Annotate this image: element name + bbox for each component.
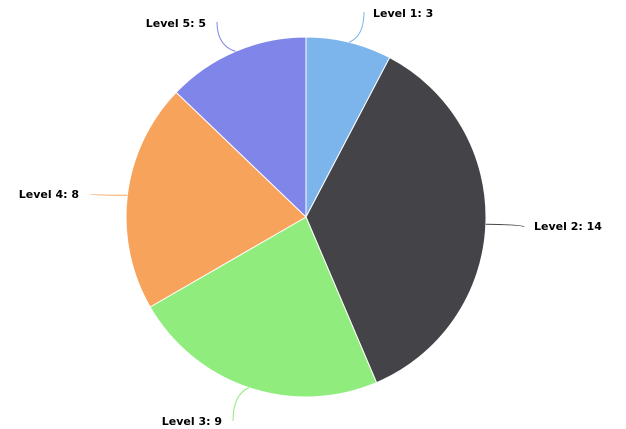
connector-level-4 — [89, 193, 128, 196]
label-connectors — [89, 11, 525, 422]
connector-level-2 — [485, 223, 525, 228]
data-label-level-5: Level 5: 5 — [146, 17, 206, 30]
connector-level-5 — [216, 21, 236, 52]
pie-slice-level-5[interactable] — [175, 36, 307, 219]
data-label-level-2: Level 2: 14 — [534, 220, 602, 233]
data-label-level-1: Level 1: 3 — [373, 7, 433, 20]
slice-labels: Level 1: 3 Level 2: 14 Level 3: 9 Level 4: … — [19, 7, 602, 428]
pie-slice-level-2[interactable] — [305, 56, 487, 384]
data-label-level-4: Level 4: 8 — [19, 188, 79, 201]
pie-slice-level-4[interactable] — [125, 91, 307, 308]
pie-slices — [125, 36, 487, 398]
connector-level-3 — [232, 387, 250, 422]
data-label-level-3: Level 3: 9 — [162, 415, 222, 428]
connector-level-1 — [348, 11, 365, 43]
